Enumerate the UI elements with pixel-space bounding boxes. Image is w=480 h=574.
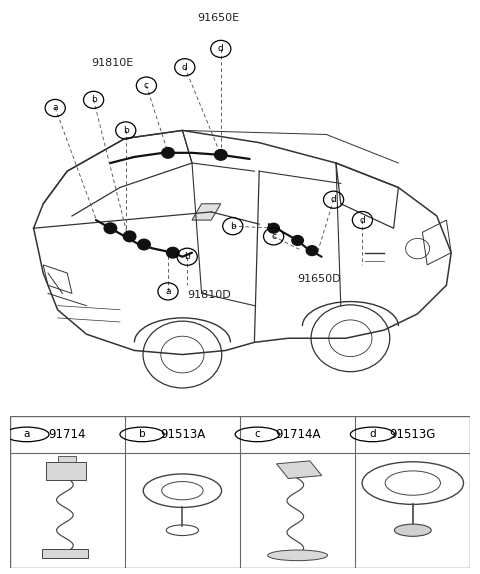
Text: c: c [254, 429, 260, 440]
Text: a: a [24, 429, 30, 440]
Circle shape [268, 223, 279, 233]
Text: 91513A: 91513A [160, 428, 205, 441]
Bar [276, 461, 322, 479]
Circle shape [215, 150, 227, 160]
Text: d: d [331, 195, 336, 204]
Text: c: c [144, 81, 149, 90]
Text: b: b [184, 252, 190, 261]
Text: b: b [123, 126, 129, 135]
Text: d: d [218, 44, 224, 53]
Text: a: a [52, 103, 58, 113]
Text: 91650E: 91650E [197, 13, 240, 24]
Text: 91650D: 91650D [298, 274, 341, 284]
Text: 91513G: 91513G [390, 428, 436, 441]
Text: d: d [360, 216, 365, 224]
Text: c: c [271, 232, 276, 241]
Circle shape [395, 524, 431, 536]
Ellipse shape [268, 550, 327, 561]
Text: b: b [139, 429, 145, 440]
Text: a: a [165, 287, 171, 296]
Text: b: b [91, 95, 96, 104]
Bar [47, 461, 85, 480]
Bar [42, 549, 88, 557]
Text: 91810E: 91810E [92, 58, 134, 68]
Text: 91714A: 91714A [275, 428, 320, 441]
Circle shape [104, 223, 117, 234]
Circle shape [167, 247, 179, 258]
Circle shape [162, 148, 174, 158]
Circle shape [138, 239, 150, 250]
Circle shape [292, 235, 303, 245]
Text: 91810D: 91810D [187, 290, 231, 300]
Text: d: d [369, 429, 376, 440]
Text: b: b [230, 222, 236, 231]
Polygon shape [192, 204, 221, 220]
Text: 91714: 91714 [48, 428, 86, 441]
Text: d: d [182, 63, 188, 72]
Circle shape [123, 231, 136, 242]
Circle shape [306, 246, 318, 255]
Bar [58, 456, 76, 461]
